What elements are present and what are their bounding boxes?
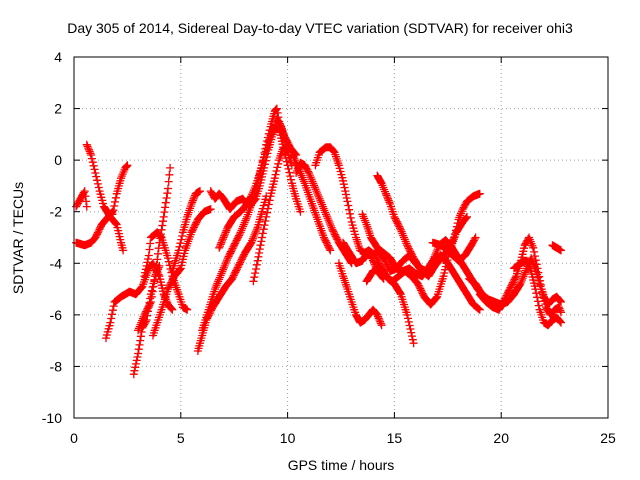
- series-track-27: [510, 256, 565, 330]
- series-track-24: [428, 233, 480, 265]
- series-track-26: [475, 233, 565, 319]
- y-tick-label: 2: [54, 101, 62, 117]
- series-track-3: [82, 140, 128, 255]
- x-tick-label: 0: [70, 430, 78, 446]
- point-markers: [168, 187, 204, 275]
- series-track-1: [72, 187, 91, 211]
- x-tick-label: 20: [493, 430, 509, 446]
- series-track-28: [548, 241, 565, 255]
- y-tick-label: -10: [42, 410, 62, 426]
- series-track-10: [168, 187, 204, 275]
- series-track-5: [108, 161, 132, 219]
- point-markers: [82, 140, 128, 255]
- y-tick-label: 0: [54, 152, 62, 168]
- series-track-15: [249, 143, 296, 286]
- point-markers: [334, 259, 386, 330]
- data-points: [72, 104, 565, 379]
- point-markers: [510, 256, 565, 330]
- y-tick-label: -4: [50, 255, 63, 271]
- y-tick-label: -6: [50, 307, 63, 323]
- point-markers: [249, 143, 296, 286]
- x-axis-label: GPS time / hours: [287, 457, 395, 473]
- series-track-18: [334, 259, 386, 330]
- point-markers: [72, 187, 91, 211]
- y-tick-label: -2: [50, 204, 63, 220]
- series-track-16: [292, 158, 356, 268]
- x-tick-label: 5: [177, 430, 185, 446]
- y-tick-label: 4: [54, 49, 62, 65]
- point-markers: [292, 158, 356, 268]
- point-markers: [215, 125, 305, 252]
- x-tick-label: 10: [280, 430, 296, 446]
- point-markers: [108, 161, 132, 219]
- point-markers: [475, 233, 565, 319]
- point-markers: [548, 241, 565, 255]
- chart-title: Day 305 of 2014, Sidereal Day-to-day VTE…: [67, 20, 573, 36]
- x-tick-label: 25: [600, 430, 616, 446]
- x-tick-label: 15: [387, 430, 403, 446]
- series-track-14: [215, 125, 305, 252]
- y-axis-label: SDTVAR / TECUs: [10, 181, 26, 295]
- axis-ticks: 0 5 10 15 20 25 -10 -8 -6 -4 -2 0 2 4: [42, 49, 616, 446]
- y-tick-label: -8: [50, 358, 63, 374]
- point-markers: [149, 205, 215, 340]
- series-track-9: [149, 205, 215, 340]
- point-markers: [428, 233, 480, 265]
- plot-frame: [73, 56, 609, 419]
